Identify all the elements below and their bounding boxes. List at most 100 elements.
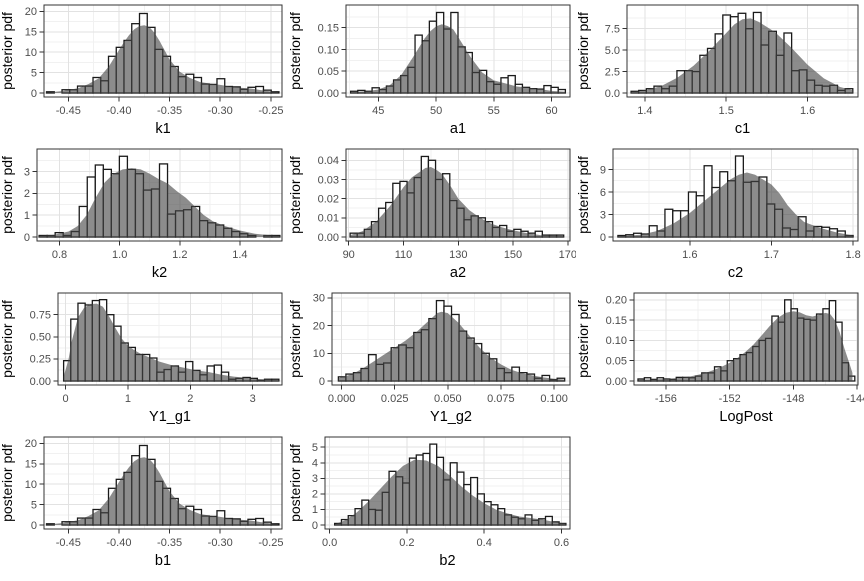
density-area [338, 311, 565, 381]
svg-text:7.5: 7.5 [605, 24, 620, 36]
density-area [46, 25, 278, 94]
svg-text:150: 150 [504, 249, 522, 261]
y-axis-title: posterior pdf [576, 12, 591, 90]
density-area [63, 303, 279, 381]
svg-text:5: 5 [31, 499, 37, 511]
svg-text:-0.40: -0.40 [106, 537, 131, 549]
svg-text:0: 0 [62, 393, 68, 405]
x-axis-title: Y1_g1 [149, 409, 191, 425]
panel-c1: 1.4 1.5 1.6 0.0 2.5 5.0 7.5 c1 posterior pdf [575, 0, 864, 144]
svg-text:6: 6 [600, 187, 606, 199]
density-area [350, 24, 566, 94]
svg-text:1: 1 [312, 504, 318, 516]
svg-text:15: 15 [25, 27, 37, 39]
x-axis-title: k2 [152, 265, 167, 281]
panel-border [324, 436, 571, 530]
panel-c2: 1.6 1.7 1.8 0 3 6 9 c2 posterior pdf [575, 144, 864, 288]
panel-border [612, 148, 859, 242]
svg-text:45: 45 [372, 105, 384, 117]
y-axis-title: posterior pdf [288, 300, 303, 378]
y-axis-title: posterior pdf [0, 12, 15, 90]
panel-Y1_g1: 0 1 2 3 0.00 0.25 0.50 0.75 Y1_g1 posterior pdf [0, 288, 288, 432]
svg-text:1.6: 1.6 [682, 249, 697, 261]
x-axis-title: k1 [155, 121, 170, 137]
histogram-k2: 0.8 1.0 1.2 1.4 0 1 2 3 k2 posterior pdf [0, 148, 283, 281]
y-axis-title: posterior pdf [288, 12, 303, 90]
svg-text:20: 20 [25, 438, 37, 450]
svg-text:0.00: 0.00 [318, 232, 339, 244]
panel-border [331, 292, 571, 386]
svg-text:-0.45: -0.45 [56, 537, 81, 549]
svg-text:1.6: 1.6 [800, 105, 815, 117]
svg-text:0.050: 0.050 [434, 393, 462, 405]
axis-ticks: 45 50 55 60 0.00 0.05 0.10 0.15 [318, 23, 558, 118]
svg-text:15: 15 [25, 459, 37, 471]
svg-text:1.4: 1.4 [637, 105, 652, 117]
svg-text:130: 130 [449, 249, 467, 261]
histogram-a1: 45 50 55 60 0.00 0.05 0.10 0.15 a1 posterior pdf [287, 4, 571, 137]
svg-text:-0.25: -0.25 [258, 537, 283, 549]
histogram-LogPost: -156 -152 -148 -144 0.00 0.05 0.10 0.15 0.20 LogP… [575, 292, 864, 425]
svg-text:-144: -144 [846, 393, 864, 405]
svg-text:20: 20 [25, 6, 37, 18]
svg-text:55: 55 [488, 105, 500, 117]
x-axis-title: c1 [735, 121, 750, 137]
svg-text:10: 10 [313, 348, 325, 360]
svg-text:0.05: 0.05 [318, 66, 339, 78]
histogram-Y1_g2: 0.000 0.025 0.050 0.075 0.100 0 10 20 30 Y1_g2 pos… [287, 292, 571, 425]
svg-text:-0.35: -0.35 [157, 537, 182, 549]
svg-text:3: 3 [250, 393, 256, 405]
panel-border [345, 4, 571, 98]
svg-text:0.02: 0.02 [318, 193, 339, 205]
svg-text:9: 9 [600, 164, 606, 176]
panel-border [36, 148, 283, 242]
x-axis-title: a2 [450, 265, 466, 281]
x-axis-title: LogPost [719, 409, 772, 425]
svg-text:0: 0 [319, 376, 325, 388]
svg-text:0.000: 0.000 [328, 393, 356, 405]
svg-text:10: 10 [25, 479, 37, 491]
panel-border [43, 4, 283, 98]
svg-text:0.075: 0.075 [487, 393, 515, 405]
svg-text:1: 1 [125, 393, 131, 405]
x-axis-title: b1 [155, 553, 171, 569]
svg-text:60: 60 [545, 105, 557, 117]
panel-border [633, 292, 859, 386]
svg-text:0.2: 0.2 [399, 537, 414, 549]
svg-text:5.0: 5.0 [605, 45, 620, 57]
svg-text:0.15: 0.15 [606, 315, 627, 327]
svg-text:20: 20 [313, 320, 325, 332]
svg-text:0: 0 [600, 232, 606, 244]
y-axis-title: posterior pdf [288, 444, 303, 522]
svg-text:0: 0 [31, 520, 37, 532]
svg-text:1.5: 1.5 [719, 105, 734, 117]
svg-text:3: 3 [24, 166, 30, 178]
y-axis-title: posterior pdf [0, 444, 15, 522]
panel-k2: 0.8 1.0 1.2 1.4 0 1 2 3 k2 posterior pdf [0, 144, 288, 288]
histogram-Y1_g1: 0 1 2 3 0.00 0.25 0.50 0.75 Y1_g1 posterior pdf [0, 292, 283, 425]
panel-LogPost: -156 -152 -148 -144 0.00 0.05 0.10 0.15 0.20 LogP… [575, 288, 864, 432]
axis-ticks: 0.000 0.025 0.050 0.075 0.100 0 10 20 30 [313, 293, 568, 405]
svg-text:1.8: 1.8 [845, 249, 860, 261]
svg-text:0.0: 0.0 [322, 537, 337, 549]
svg-text:0.04: 0.04 [318, 155, 339, 167]
svg-text:-0.30: -0.30 [208, 537, 233, 549]
svg-text:0.00: 0.00 [30, 376, 51, 388]
svg-text:-156: -156 [655, 393, 677, 405]
density-area [631, 18, 854, 93]
histogram-c1: 1.4 1.5 1.6 0.0 2.5 5.0 7.5 c1 posterior pdf [575, 4, 859, 137]
y-axis-title: posterior pdf [288, 156, 303, 234]
svg-text:1.4: 1.4 [232, 249, 247, 261]
svg-text:10: 10 [25, 47, 37, 59]
axis-ticks: -156 -152 -148 -144 0.00 0.05 0.10 0.15 0.20 [606, 295, 864, 405]
svg-text:0.03: 0.03 [318, 174, 339, 186]
density-area [334, 459, 566, 525]
svg-text:-152: -152 [719, 393, 741, 405]
svg-text:1.2: 1.2 [172, 249, 187, 261]
svg-text:1.0: 1.0 [112, 249, 127, 261]
panel-a1: 45 50 55 60 0.00 0.05 0.10 0.15 a1 posterior pdf [287, 0, 576, 144]
density-area [617, 172, 854, 237]
svg-text:0.4: 0.4 [477, 537, 492, 549]
svg-text:0.15: 0.15 [318, 23, 339, 35]
